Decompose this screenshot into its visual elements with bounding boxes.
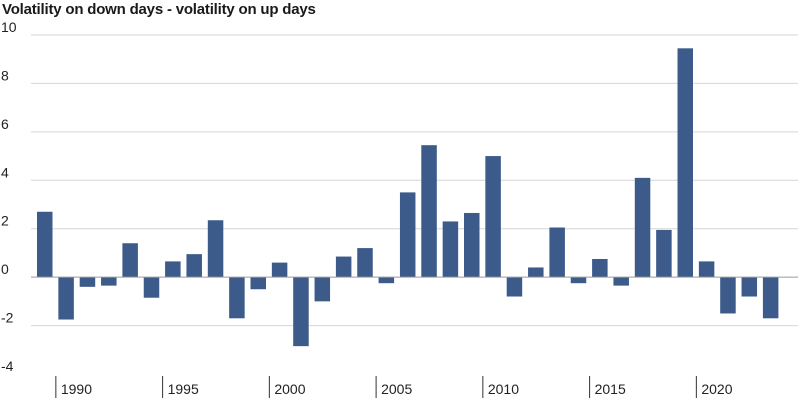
bar-2001 (293, 277, 309, 347)
bar-1990 (58, 277, 74, 320)
bar-2015 (592, 258, 608, 278)
bar-2007 (421, 145, 437, 278)
bar-2020 (698, 261, 715, 278)
bar-1999 (250, 277, 266, 290)
bar-2018 (656, 229, 672, 278)
y-tick-label: -2 (1, 310, 14, 326)
bar-2012 (528, 267, 544, 278)
y-tick-label: 4 (1, 164, 9, 180)
bar-2008 (442, 221, 459, 278)
bar-1989 (37, 211, 53, 278)
bar-1991 (79, 277, 96, 287)
bar-2019 (677, 48, 693, 278)
x-tick-label: 1995 (168, 381, 199, 397)
bar-1998 (229, 277, 245, 319)
bar-2000 (271, 262, 288, 278)
bar-2023 (762, 277, 779, 319)
y-tick-label: 0 (1, 261, 9, 277)
y-tick-label: 6 (1, 116, 9, 132)
bar-2002 (314, 277, 331, 302)
bar-2009 (464, 212, 480, 278)
bar-1997 (207, 220, 224, 278)
bar-2011 (506, 277, 523, 297)
x-tick-label: 2010 (488, 381, 519, 397)
bar-2017 (634, 177, 651, 278)
bar-2005 (378, 277, 395, 284)
bar-2013 (549, 227, 565, 278)
y-tick-label: 10 (1, 19, 17, 35)
y-tick-label: 2 (1, 213, 9, 229)
bars (37, 48, 779, 347)
bar-2016 (613, 277, 629, 286)
bar-2010 (485, 156, 501, 278)
x-tick-label: 2020 (701, 381, 732, 397)
chart-title: Volatility on down days - volatility on … (2, 1, 316, 18)
bar-1993 (122, 243, 138, 278)
x-tick-label: 2000 (274, 381, 305, 397)
x-axis: 1990 1995 2000 2005 2010 2015 2020 (55, 376, 733, 398)
x-tick-label: 1990 (61, 381, 92, 397)
bar-1996 (186, 254, 202, 278)
bar-1995 (165, 261, 181, 278)
bar-2004 (357, 248, 373, 278)
bar-2022 (741, 277, 758, 297)
y-tick-label: -4 (1, 358, 14, 374)
x-tick-label: 2005 (381, 381, 412, 397)
x-tick-label: 2015 (595, 381, 626, 397)
bar-2014 (570, 277, 587, 284)
bar-2003 (335, 256, 352, 278)
bar-2021 (720, 277, 736, 314)
bar-2006 (399, 192, 416, 278)
y-axis-tick-labels: 10 8 6 4 2 0 -2 -4 (1, 19, 17, 374)
y-tick-label: 8 (1, 67, 9, 83)
bar-1992 (101, 277, 117, 286)
bar-1994 (143, 277, 160, 298)
